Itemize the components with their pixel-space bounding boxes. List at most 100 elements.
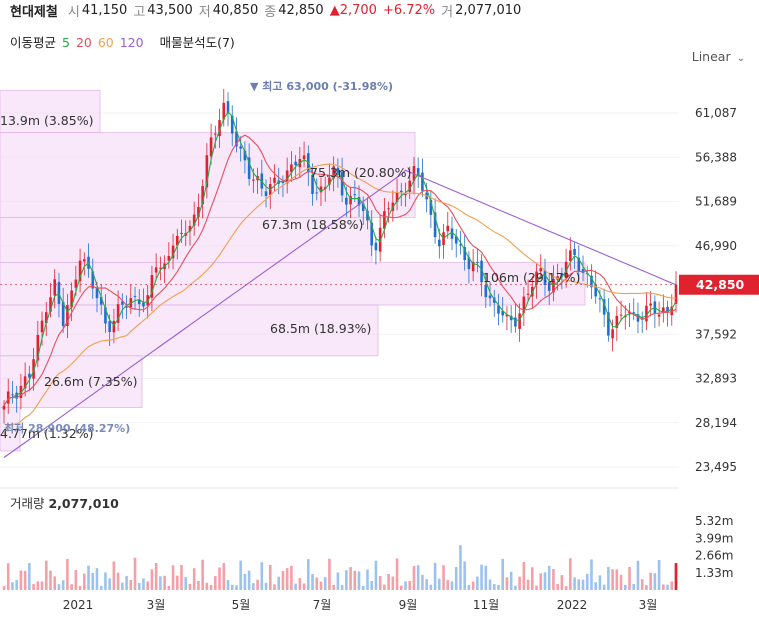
volume-bar [171,565,175,590]
candle-body [649,303,652,306]
volume-bar [653,573,657,590]
volume-bar [408,581,412,590]
candle-body [83,259,86,262]
candle-body [505,314,509,317]
volume-bar [387,573,390,590]
volume-bar [607,566,610,590]
candle-body [146,295,149,306]
ma60-line [3,163,677,435]
y-tick-label: 46,990 [695,239,737,253]
volume-tick-label: 3.99m [695,531,733,545]
volume-bar [53,576,57,590]
volume-bar [273,584,276,590]
ma5-line [3,110,677,406]
candle-body [239,146,242,149]
volume-bar [57,584,61,590]
candle-body [188,226,192,232]
volume-bar [539,573,543,590]
volume-profile-label: 106m (29.17%) [483,270,580,285]
volume-bar [632,584,636,590]
volume-bar [239,560,242,590]
volume-profile-label: 13.9m (3.85%) [0,113,93,128]
x-tick-label: 2021 [63,598,94,612]
open-value: 41,150 [81,2,128,18]
candle-body [6,391,10,404]
volume-bar [129,579,133,590]
volume-bar [201,559,204,590]
volume-profile-label[interactable]: 매물분석도(7) [159,35,235,50]
volume-bar [412,566,416,590]
candle-body [336,167,340,175]
volume-bar [636,560,640,590]
volume-bar [222,562,226,590]
low-price-annotation: 최저 28,900 (48.27%) [4,421,130,435]
volume-bar [573,577,576,590]
candle-body [192,214,196,226]
candle-body [611,329,614,339]
scale-dropdown[interactable]: Linear ⌄ [692,49,745,64]
candle-body [70,290,73,308]
price-header: 현대제철 시 41,150 고 43,500 저 40,850 종 42,850… [10,0,527,20]
volume-tick-label: 1.33m [695,566,733,580]
volume-profile-label: 75.3m (20.80%) [310,165,411,180]
candle-body [154,267,158,273]
candle-body [421,172,424,191]
candle-body [408,180,412,192]
candle-body [471,261,475,272]
candle-body [488,295,492,299]
candle-body [294,161,297,166]
volume-bar [505,577,509,590]
volume-bar [332,584,335,590]
moving-average-legend: 이동평균 5 20 60 120 매물분석도(7) [10,32,237,51]
candle-body [674,284,678,304]
candle-body [264,191,268,197]
candle-body [121,301,124,305]
candle-body [95,287,99,299]
current-price-badge [679,274,759,295]
volume-bar [28,562,31,590]
candle-body [99,296,103,305]
candle-body [404,194,407,196]
x-tick-label: 3월 [147,598,166,612]
y-tick-label: 23,495 [695,460,737,474]
volume-bar [471,581,475,590]
candle-body [476,261,479,263]
candles-group [2,88,678,424]
candle-body [137,299,141,305]
volume-bar [298,578,302,590]
volume-bar [159,576,162,590]
close-label: 종 [264,4,277,20]
y-tick-label: 51,689 [695,195,737,209]
candle-body [399,190,403,193]
candle-body [209,137,213,157]
volume-bar [497,584,500,590]
candle-body [302,155,306,160]
candle-body [543,270,547,285]
volume-bar [404,581,407,590]
volume-bar [256,579,259,590]
volume-bar [560,574,564,590]
candle-body [319,186,323,193]
volume-bar [645,585,648,590]
volume-tick-label: 2.66m [695,549,733,563]
candle-body [522,296,526,313]
volume-bar [590,559,593,590]
candle-body [167,255,171,261]
change-pct: +6.72% [382,2,436,18]
candle-body [332,166,335,179]
volume-profile-label: 68.5m (18.93%) [270,321,371,336]
candle-body [32,359,35,379]
ma20-label[interactable]: 20 [75,35,92,50]
candle-body [645,305,648,322]
candle-body [509,315,513,321]
ma60-label[interactable]: 60 [97,35,114,50]
candle-body [11,394,14,396]
volume-bar [70,584,73,590]
ma120-label[interactable]: 120 [119,35,144,50]
ma5-label[interactable]: 5 [62,35,70,50]
volume-bar [399,585,403,590]
volume-bar [438,578,441,590]
volume-bar [569,558,572,590]
candle-body [438,239,441,247]
